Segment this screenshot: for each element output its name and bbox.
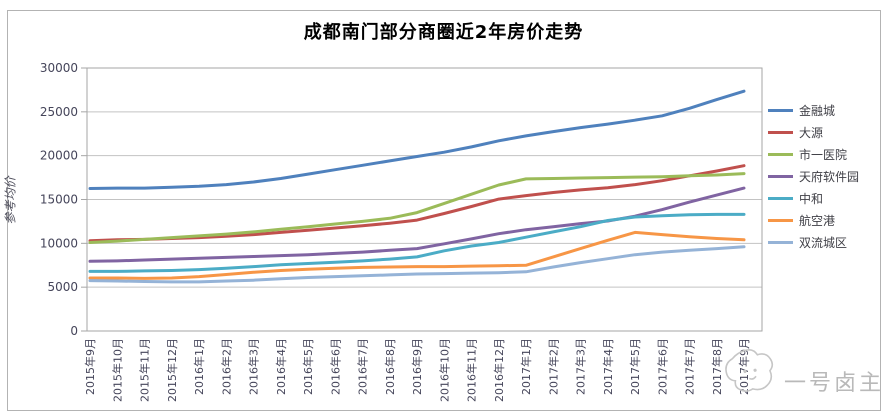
x-tick-label: 2015年9月 [83, 338, 97, 395]
x-tick-label: 2017年7月 [683, 338, 697, 395]
x-tick-label: 2016年5月 [301, 338, 315, 395]
x-tick-label: 2016年12月 [492, 338, 506, 402]
series-line-2 [88, 172, 746, 244]
legend-label: 双流城区 [799, 235, 848, 250]
x-tick-label: 2016年7月 [356, 338, 370, 395]
x-tick-label: 2015年11月 [138, 338, 152, 402]
x-tick-label: 2016年6月 [328, 338, 342, 395]
chart-legend: 金融城大源市一医院天府软件园中和航空港双流城区 [768, 99, 859, 253]
watermark-text: 一号卤主 [784, 371, 885, 396]
x-tick-label: 2016年10月 [437, 338, 451, 402]
y-tick-label: 25000 [40, 105, 78, 119]
legend-label: 金融城 [799, 103, 836, 118]
y-tick-label: 10000 [40, 236, 78, 250]
x-tick-label: 2015年10月 [110, 338, 124, 402]
x-tick-label: 2016年2月 [219, 338, 233, 395]
y-tick-label: 5000 [47, 280, 78, 294]
series-line-4 [88, 212, 746, 273]
legend-label: 大源 [799, 125, 824, 140]
legend-item-5: 航空港 [768, 209, 859, 231]
y-tick-label: 15000 [40, 193, 78, 207]
series-line-1 [88, 164, 746, 243]
x-tick-label: 2017年5月 [628, 338, 642, 395]
x-tick-label: 2017年2月 [546, 338, 560, 395]
watermark: 一号卤主 [722, 344, 884, 404]
legend-swatch-icon [768, 130, 793, 134]
series-line-0 [88, 89, 746, 190]
legend-label: 市一医院 [799, 147, 848, 162]
x-tick-label: 2016年1月 [192, 338, 206, 395]
x-tick-label: 2017年1月 [519, 338, 533, 395]
x-tick-label: 2017年6月 [655, 338, 669, 395]
legend-item-4: 中和 [768, 187, 859, 209]
legend-item-0: 金融城 [768, 99, 859, 121]
series-line-6 [88, 245, 746, 284]
x-tick-label: 2016年4月 [274, 338, 288, 395]
legend-swatch-icon [768, 108, 793, 112]
legend-item-6: 双流城区 [768, 231, 859, 253]
y-axis-title: 参考均价 [3, 176, 18, 225]
legend-swatch-icon [768, 152, 793, 156]
chart-frame [7, 10, 881, 411]
y-tick-label: 20000 [40, 149, 78, 163]
legend-swatch-icon [768, 240, 793, 244]
legend-label: 天府软件园 [799, 169, 860, 184]
plot-border [86, 67, 763, 332]
legend-item-1: 大源 [768, 121, 859, 143]
x-tick-label: 2016年3月 [247, 338, 261, 395]
y-tick-label: 0 [70, 324, 78, 338]
x-tick-label: 2016年9月 [410, 338, 424, 395]
x-tick-label: 2016年8月 [383, 338, 397, 395]
x-tick-label: 2017年3月 [574, 338, 588, 395]
x-tick-label: 2015年12月 [165, 338, 179, 402]
legend-item-3: 天府软件园 [768, 165, 859, 187]
x-tick-label: 2016年11月 [465, 338, 479, 402]
legend-swatch-icon [768, 218, 793, 222]
legend-label: 中和 [799, 191, 824, 206]
x-tick-label: 2017年8月 [710, 338, 724, 395]
x-tick-label: 2017年4月 [601, 338, 615, 395]
legend-label: 航空港 [799, 213, 836, 228]
series-line-5 [88, 230, 746, 280]
y-tick-label: 30000 [40, 61, 78, 75]
legend-swatch-icon [768, 174, 793, 178]
chart-title: 成都南门部分商圈近2年房价走势 [303, 22, 584, 43]
legend-item-2: 市一医院 [768, 143, 859, 165]
legend-swatch-icon [768, 196, 793, 200]
watermark-logo-icon [725, 348, 774, 392]
